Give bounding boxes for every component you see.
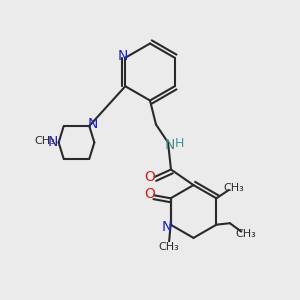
- Text: N: N: [48, 136, 58, 149]
- Text: CH₃: CH₃: [35, 136, 56, 146]
- Text: CH₃: CH₃: [159, 242, 179, 252]
- Text: O: O: [145, 170, 155, 184]
- Text: CH₃: CH₃: [224, 183, 244, 194]
- Text: N: N: [117, 49, 128, 63]
- Text: N: N: [164, 139, 175, 152]
- Text: N: N: [88, 118, 98, 131]
- Text: O: O: [144, 187, 155, 201]
- Text: H: H: [175, 137, 184, 151]
- Text: N: N: [162, 220, 172, 234]
- Text: CH₃: CH₃: [236, 229, 256, 239]
